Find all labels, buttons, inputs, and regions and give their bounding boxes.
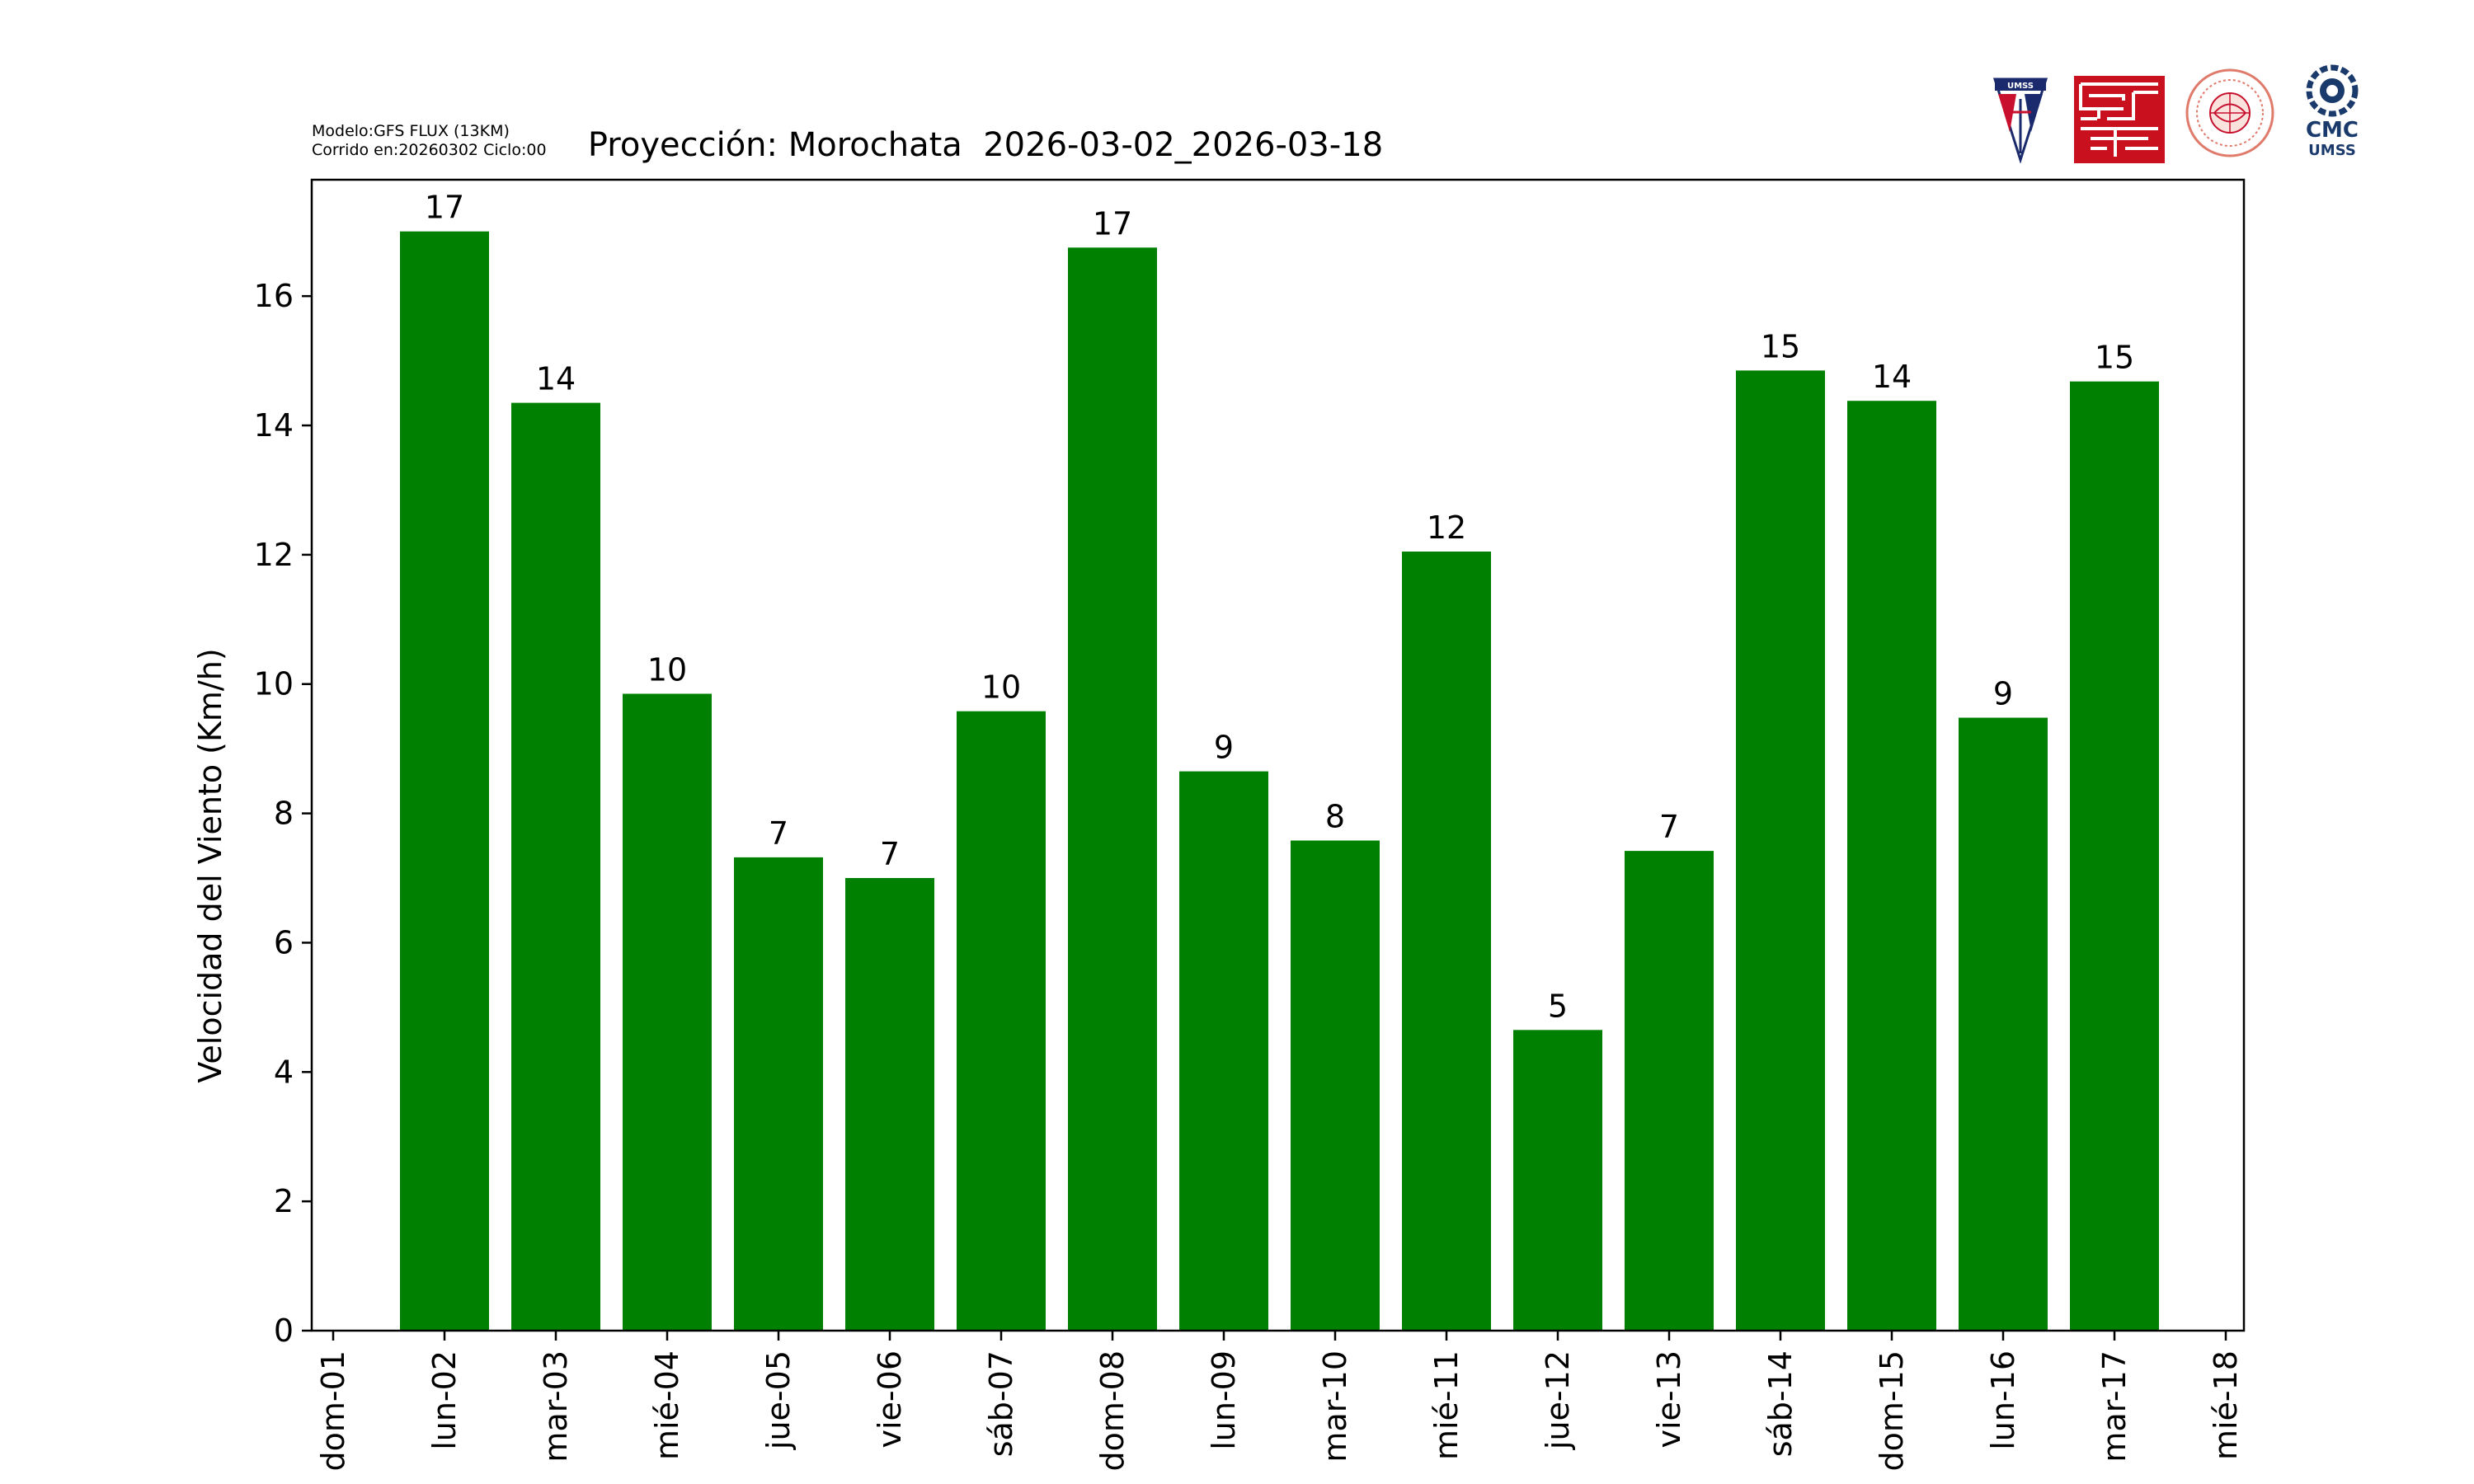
x-tick-label: lun-16 [1985,1350,2021,1450]
model-line: Modelo:GFS FLUX (13KM) [312,122,510,140]
bar-jue-12 [1513,1030,1602,1331]
bar-mié-11 [1402,552,1491,1331]
bar-dom-15 [1847,401,1936,1331]
y-tick-label: 10 [254,666,294,702]
bar-label-jue-12: 5 [1548,988,1568,1024]
bar-mié-04 [623,693,712,1331]
run-line: Corrido en:20260302 Ciclo:00 [312,141,547,159]
model-info: Modelo:GFS FLUX (13KM) Corrido en:202603… [312,122,547,160]
x-tick-label: vie-13 [1651,1350,1687,1449]
y-tick-label: 6 [274,924,294,960]
x-tick-label: dom-08 [1094,1350,1131,1471]
bar-jue-05 [734,857,823,1331]
bar-label-lun-02: 17 [425,190,464,226]
x-tick-label: lun-02 [426,1350,463,1450]
x-tick-label: mar-03 [538,1350,574,1463]
bar-label-jue-05: 7 [769,815,788,852]
x-tick-label: mar-10 [1317,1350,1353,1463]
bar-mar-10 [1291,840,1380,1331]
x-tick-label: jue-12 [1540,1350,1576,1450]
bar-label-sáb-07: 10 [981,669,1021,706]
x-tick-label: sáb-07 [983,1350,1019,1457]
x-tick-label: mié-18 [2208,1350,2244,1460]
x-tick-label: sáb-14 [1762,1350,1799,1457]
bar-label-vie-13: 7 [1659,809,1679,845]
x-tick-label: mié-04 [649,1350,685,1460]
bar-lun-02 [400,231,489,1331]
bar-label-mar-10: 8 [1325,799,1345,835]
bar-label-lun-16: 9 [1993,676,2013,712]
bar-labels-group: 17 14 10 7 7 10 17 9 8 12 5 7 15 14 9 15 [425,190,2134,1025]
department-seal-logo [2185,68,2274,157]
x-tick-label: dom-15 [1874,1350,1910,1471]
y-ticks-group: 0 2 4 6 8 10 12 14 16 [254,278,312,1349]
bar-vie-06 [845,878,934,1331]
x-tick-label: dom-01 [315,1350,351,1471]
y-tick-label: 0 [274,1313,294,1349]
bar-dom-08 [1068,247,1157,1331]
bar-label-lun-09: 9 [1214,730,1234,766]
bar-label-sáb-14: 15 [1761,328,1800,364]
bar-sáb-07 [957,711,1046,1331]
bar-label-dom-15: 14 [1872,359,1912,395]
umss-logo-text: UMSS [2007,82,2034,91]
x-tick-label: jue-05 [760,1350,797,1450]
bar-label-mié-04: 10 [647,652,687,688]
umss-shield-logo: UMSS [1992,77,2048,163]
cmc-umss-logo: CMC UMSS [2306,64,2359,159]
bar-lun-16 [1959,717,2048,1331]
cmc-logo-text: CMC [2306,118,2359,143]
y-tick-label: 8 [274,796,294,832]
bar-lun-09 [1179,771,1268,1331]
y-tick-label: 2 [274,1183,294,1219]
y-tick-label: 14 [254,407,294,444]
bar-label-dom-08: 17 [1093,205,1132,242]
plot-frame [310,178,2246,1332]
x-ticks-group: dom-01 lun-02 mar-03 mié-04 jue-05 vie-06 sáb-… [315,1331,2244,1471]
bar-mar-03 [511,402,600,1331]
bar-label-mar-03: 14 [536,361,576,397]
bar-mar-17 [2070,381,2159,1331]
bar-label-mié-11: 12 [1427,510,1466,546]
y-tick-label: 4 [274,1054,294,1090]
bar-vie-13 [1625,851,1714,1331]
chart-title: Proyección: Morochata 2026-03-02_2026-03… [588,126,1383,164]
maze-emblem-logo [2074,76,2165,163]
cmc-logo-subtext: UMSS [2308,142,2356,159]
bar-label-mar-17: 15 [2095,340,2134,376]
x-tick-label: mar-17 [2096,1350,2133,1463]
y-axis-label: Velocidad del Viento (Km/h) [192,648,228,1082]
y-tick-label: 12 [254,537,294,573]
x-tick-label: mié-11 [1428,1350,1465,1460]
bar-sáb-14 [1736,370,1825,1331]
bars-group [400,231,2159,1331]
x-tick-label: vie-06 [872,1350,908,1449]
y-tick-label: 16 [254,278,294,314]
x-tick-label: lun-09 [1206,1350,1242,1450]
bar-label-vie-06: 7 [880,836,900,872]
